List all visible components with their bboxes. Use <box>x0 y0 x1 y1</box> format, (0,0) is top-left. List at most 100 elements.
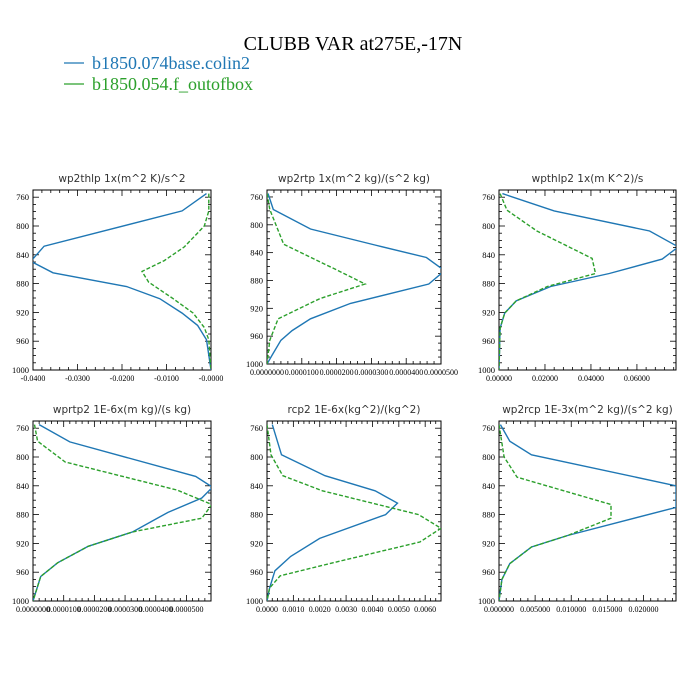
x-tick-label: 0.0000500 <box>169 605 203 614</box>
x-tick-label: 0.0000300 <box>354 368 388 377</box>
y-tick-label: 760 <box>250 192 263 202</box>
panel-title: wp2rcp 1E-3x(m^2 kg)/(s^2 kg) <box>502 404 673 416</box>
y-tick-label: 1000 <box>246 596 263 606</box>
x-tick-label: 0.0000000 <box>16 605 50 614</box>
panel-title: wpthlp2 1x(m K^2)/s <box>532 173 644 185</box>
x-tick-label: 0.0000500 <box>424 368 458 377</box>
series-line-base <box>33 193 211 370</box>
x-tick-label: -0.0400 <box>21 374 46 383</box>
x-tick-label: 0.0000200 <box>77 605 111 614</box>
y-tick-label: 880 <box>482 279 495 289</box>
y-tick-label: 880 <box>16 279 29 289</box>
y-tick-label: 960 <box>482 336 495 346</box>
panel-title: wprtp2 1E-6x(m kg)/(s kg) <box>53 404 191 416</box>
y-tick-label: 880 <box>482 510 495 520</box>
y-tick-label: 1000 <box>12 596 29 606</box>
y-tick-label: 840 <box>250 481 263 491</box>
y-tick-label: 760 <box>16 192 29 202</box>
x-tick-label: 0.0010 <box>282 605 304 614</box>
y-tick-label: 960 <box>482 567 495 577</box>
x-tick-label: 0.0000300 <box>108 605 142 614</box>
legend: b1850.074base.colin2 b1850.054.f_outofbo… <box>64 53 253 94</box>
x-tick-label: 0.000000 <box>484 605 514 614</box>
x-tick-label: 0.02000 <box>532 374 558 383</box>
y-tick-label: 840 <box>482 250 495 260</box>
x-tick-label: -0.0000 <box>199 374 224 383</box>
x-tick-label: -0.0200 <box>110 374 135 383</box>
series-line-outofbox <box>499 424 612 601</box>
x-tick-label: 0.06000 <box>624 374 650 383</box>
y-tick-label: 1000 <box>478 365 495 375</box>
y-tick-label: 800 <box>250 220 263 230</box>
panel-frame <box>266 420 442 602</box>
series-line-base <box>267 424 399 601</box>
panels: wp2thlp 1x(m^2 K)/s^2 760 800 840 880 920 960 1… <box>12 173 677 614</box>
x-tick-label: 0.0050 <box>388 605 410 614</box>
x-tick-label: 0.0020 <box>309 605 331 614</box>
y-tick-label: 960 <box>250 331 263 341</box>
series-line-outofbox <box>140 193 211 370</box>
y-tick-label: 920 <box>250 303 263 313</box>
x-tick-label: 0.0040 <box>361 605 383 614</box>
y-tick-label: 760 <box>250 423 263 433</box>
panel-title: wp2rtp 1x(m^2 kg)/(s^2 kg) <box>278 173 430 185</box>
x-tick-label: 0.015000 <box>592 605 622 614</box>
panel-frame <box>32 189 212 371</box>
x-tick-label: 0.0000 <box>256 605 278 614</box>
panel-2: wp2rtp 1x(m^2 kg)/(s^2 kg) 760 800 840 880 92… <box>246 173 458 377</box>
series-line-base <box>499 424 676 601</box>
series-line-base <box>33 423 211 601</box>
y-tick-label: 960 <box>16 336 29 346</box>
y-tick-label: 760 <box>16 423 29 433</box>
y-tick-label: 840 <box>16 481 29 491</box>
y-tick-label: 840 <box>250 248 263 258</box>
x-tick-label: 0.0060 <box>414 605 436 614</box>
x-tick-label: 0.0000100 <box>47 605 81 614</box>
y-tick-label: 800 <box>482 452 495 462</box>
x-tick-label: 0.0000400 <box>139 605 173 614</box>
panel-5: rcp2 1E-6x(kg^2)/(kg^2) 760 800 840 880 920 96… <box>246 404 442 614</box>
x-tick-label: 0.005000 <box>520 605 550 614</box>
panel-frame <box>266 189 442 365</box>
y-tick-label: 1000 <box>246 359 263 369</box>
x-tick-label: -0.0300 <box>65 374 90 383</box>
y-tick-label: 800 <box>482 221 495 231</box>
panel-title: wp2thlp 1x(m^2 K)/s^2 <box>58 173 185 185</box>
y-tick-label: 800 <box>250 452 263 462</box>
y-tick-label: 920 <box>482 307 495 317</box>
panel-frame <box>32 420 212 602</box>
panel-3: wpthlp2 1x(m K^2)/s 760 800 840 880 920 960 100… <box>478 173 677 383</box>
panel-frame <box>498 189 677 371</box>
x-tick-label: 0.0000400 <box>389 368 423 377</box>
panel-title: rcp2 1E-6x(kg^2)/(kg^2) <box>288 404 421 416</box>
panel-frame <box>498 420 677 602</box>
y-tick-label: 800 <box>16 221 29 231</box>
x-tick-label: -0.0100 <box>154 374 179 383</box>
y-tick-label: 840 <box>16 250 29 260</box>
panel-1: wp2thlp 1x(m^2 K)/s^2 760 800 840 880 920 960 1… <box>12 173 223 383</box>
x-tick-label: 0.00000 <box>486 374 512 383</box>
series-line-outofbox <box>267 424 441 601</box>
y-tick-label: 960 <box>16 567 29 577</box>
series-line-outofbox <box>499 193 597 370</box>
y-tick-label: 880 <box>250 275 263 285</box>
y-tick-label: 920 <box>16 307 29 317</box>
y-tick-label: 1000 <box>478 596 495 606</box>
y-tick-label: 920 <box>250 538 263 548</box>
y-tick-label: 840 <box>482 481 495 491</box>
x-tick-label: 0.0000100 <box>285 368 319 377</box>
x-tick-label: 0.010000 <box>556 605 586 614</box>
y-tick-label: 800 <box>16 452 29 462</box>
y-tick-label: 960 <box>250 567 263 577</box>
legend-label-outofbox: b1850.054.f_outofbox <box>92 74 253 94</box>
series-line-outofbox <box>267 193 367 364</box>
figure-title: CLUBB VAR at275E,-17N <box>244 33 463 55</box>
panel-6: wp2rcp 1E-3x(m^2 kg)/(s^2 kg) 760 800 840 88… <box>478 404 677 614</box>
panel-4: wprtp2 1E-6x(m kg)/(s kg) 760 800 840 880 920… <box>12 404 212 614</box>
x-tick-label: 0.0000200 <box>320 368 354 377</box>
legend-label-base: b1850.074base.colin2 <box>92 53 250 73</box>
x-tick-label: 0.04000 <box>578 374 604 383</box>
y-tick-label: 1000 <box>12 365 29 375</box>
y-tick-label: 760 <box>482 423 495 433</box>
